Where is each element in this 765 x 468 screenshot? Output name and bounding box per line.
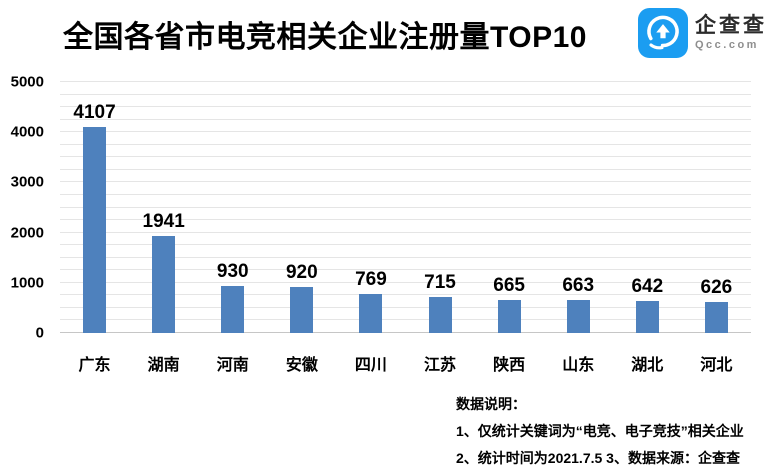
gridline (60, 269, 751, 271)
y-tick-label: 1000 (10, 274, 44, 292)
bar-column: 4107 (60, 82, 129, 333)
gridline (60, 306, 751, 308)
bar (704, 301, 728, 333)
x-axis-label: 安徽 (285, 357, 318, 374)
bar (497, 299, 521, 333)
bar (221, 286, 245, 333)
qcc-logo: 企查查 Qcc.com (638, 8, 765, 58)
gridline (60, 206, 751, 208)
notes-block: 数据说明： 1、仅统计关键词为“电竞、电子竞技”相关企业 2、统计时间为2021.… (456, 391, 744, 468)
qcc-logo-domain: Qcc.com (695, 39, 759, 51)
x-axis-label: 陕西 (493, 357, 526, 374)
gridline (60, 156, 751, 158)
y-tick-label: 0 (35, 324, 44, 342)
note-line: 2、统计时间为2021.7.5 3、数据来源：企查查 (456, 450, 740, 466)
bar-column: 1941 (129, 82, 198, 333)
note-line: 1、仅统计关键词为“电竞、电子竞技”相关企业 (456, 423, 744, 439)
bar (635, 300, 659, 333)
bar-value-label: 715 (424, 272, 456, 294)
x-axis-label: 四川 (354, 357, 387, 374)
chart-title: 全国各省市电竞相关企业注册量TOP10 (63, 21, 587, 54)
bar-value-label: 4107 (73, 101, 116, 123)
bar (152, 235, 176, 333)
x-axis-label: 河南 (216, 357, 249, 374)
bar-value-label: 920 (285, 261, 318, 283)
notes-lines: 1、仅统计关键词为“电竞、电子竞技”相关企业 2、统计时间为2021.7.5 3、… (456, 418, 744, 468)
bar-column: 663 (544, 82, 613, 333)
y-axis: 0 1000 2000 3000 4000 5000 (0, 75, 44, 341)
qcc-logo-text: 企查查 Qcc.com (695, 14, 765, 52)
gridline (60, 81, 751, 82)
bar-value-label: 665 (493, 274, 525, 296)
bar (83, 126, 107, 333)
gridline (60, 244, 751, 246)
bar-value-label: 663 (562, 274, 595, 296)
bar-column: 642 (613, 82, 682, 333)
gridline (60, 219, 751, 221)
bar-column: 930 (198, 82, 267, 333)
bar (428, 297, 452, 333)
y-tick-label: 2000 (10, 224, 44, 242)
bar-value-label: 930 (216, 261, 249, 283)
y-tick-label: 3000 (10, 173, 44, 191)
bar-column: 715 (405, 82, 474, 333)
bar (290, 286, 314, 333)
gridline (60, 143, 751, 145)
gridline (60, 256, 751, 258)
qcc-logo-icon (638, 8, 688, 58)
x-axis-labels: 广东 湖南 河南 安徽 四川 江苏 陕西 山东 湖北 河北 (60, 351, 751, 375)
bar-value-label: 1941 (142, 210, 185, 232)
x-axis-label: 湖南 (147, 357, 180, 374)
bar-value-label: 642 (631, 275, 664, 297)
bar-value-label: 769 (355, 269, 387, 291)
y-tick-label: 4000 (10, 123, 44, 141)
bars-row: 4107 1941 930 920 769 715 665 663 642 626 (60, 82, 751, 333)
gridline (60, 294, 751, 296)
bar-column: 769 (336, 82, 405, 333)
gridline (60, 93, 751, 95)
x-axis-label: 江苏 (424, 357, 457, 374)
gridline (60, 168, 751, 170)
bar-column: 665 (475, 82, 544, 333)
bar (359, 294, 383, 333)
gridline (60, 118, 751, 120)
x-axis-label: 山东 (562, 357, 595, 374)
notes-heading: 数据说明： (456, 396, 526, 412)
gridline (60, 106, 751, 108)
bar (566, 299, 590, 333)
gridline (60, 231, 751, 233)
bar-column: 626 (682, 82, 751, 333)
gridline (60, 281, 751, 283)
gridline (60, 193, 751, 195)
y-tick-label: 5000 (10, 73, 44, 91)
gridline (60, 319, 751, 321)
bar-column: 920 (267, 82, 336, 333)
gridline (60, 131, 751, 133)
qcc-logo-name: 企查查 (695, 14, 765, 37)
x-axis-label: 河北 (700, 357, 733, 374)
x-axis-label: 广东 (78, 357, 111, 374)
x-axis-label: 湖北 (631, 357, 664, 374)
bar-value-label: 626 (700, 276, 733, 298)
plot-area: 4107 1941 930 920 769 715 665 663 642 626 (60, 81, 751, 333)
gridline (60, 332, 751, 333)
gridline (60, 181, 751, 183)
